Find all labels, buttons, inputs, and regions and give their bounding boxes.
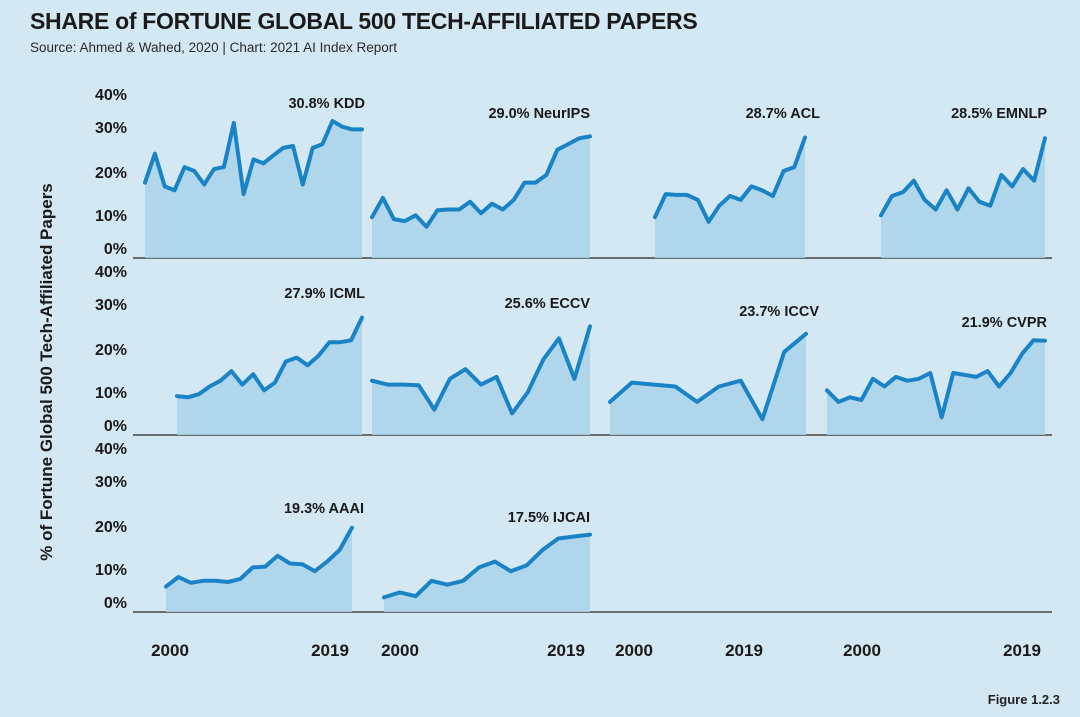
line-cvpr	[825, 338, 1047, 420]
panel-label-eccv: 25.6% ECCV	[505, 296, 591, 312]
area-icml	[177, 317, 362, 435]
panel-label-icml: 27.9% ICML	[284, 286, 365, 302]
area-cvpr	[827, 340, 1045, 435]
area-kdd	[145, 121, 362, 258]
y-tick-label: 20%	[95, 342, 127, 359]
y-tick-label: 0%	[104, 595, 127, 612]
panel-label-emnlp: 28.5% EMNLP	[951, 106, 1047, 122]
x-tick-label: 2000	[151, 641, 189, 660]
x-tick-label: 2000	[381, 641, 419, 660]
area-eccv	[372, 326, 590, 435]
y-tick-label: 0%	[104, 241, 127, 258]
y-tick-label: 40%	[95, 264, 127, 281]
y-tick-label: 20%	[95, 519, 127, 536]
y-tick-label: 40%	[95, 441, 127, 458]
line-eccv	[370, 324, 592, 416]
panel-label-ijcai: 17.5% IJCAI	[508, 510, 590, 526]
panel-label-aaai: 19.3% AAAI	[284, 501, 364, 517]
panel-label-neurips: 29.0% NeurIPS	[488, 106, 590, 122]
line-acl	[653, 135, 807, 224]
area-aaai	[166, 527, 352, 612]
panel-label-iccv: 23.7% ICCV	[739, 304, 819, 320]
y-tick-label: 0%	[104, 418, 127, 435]
y-tick-label: 10%	[95, 208, 127, 225]
line-kdd	[143, 119, 364, 197]
y-tick-label: 30%	[95, 120, 127, 137]
chart-title: SHARE of FORTUNE GLOBAL 500 TECH-AFFILIA…	[30, 8, 698, 34]
x-tick-label: 2019	[1003, 641, 1041, 660]
panel-label-kdd: 30.8% KDD	[288, 96, 365, 112]
line-aaai	[164, 525, 354, 589]
line-neurips	[370, 134, 592, 229]
y-axis-title: % of Fortune Global 500 Tech-Affiliated …	[37, 183, 56, 561]
panel-label-cvpr: 21.9% CVPR	[962, 315, 1048, 331]
area-emnlp	[881, 138, 1045, 258]
area-ijcai	[384, 534, 590, 612]
chart-source: Source: Ahmed & Wahed, 2020 | Chart: 202…	[30, 40, 397, 55]
y-tick-label: 10%	[95, 385, 127, 402]
x-tick-label: 2019	[725, 641, 763, 660]
x-tick-label: 2000	[615, 641, 653, 660]
x-tick-label: 2000	[843, 641, 881, 660]
x-tick-label: 2019	[311, 641, 349, 660]
x-tick-label: 2019	[547, 641, 585, 660]
line-ijcai	[382, 532, 592, 600]
line-emnlp	[879, 136, 1047, 218]
figure-label: Figure 1.2.3	[987, 692, 1060, 707]
y-tick-label: 30%	[95, 297, 127, 314]
line-iccv	[608, 331, 808, 422]
line-icml	[175, 315, 364, 400]
y-tick-label: 30%	[95, 474, 127, 491]
y-tick-label: 10%	[95, 562, 127, 579]
panel-label-acl: 28.7% ACL	[746, 106, 821, 122]
y-tick-label: 40%	[95, 87, 127, 104]
y-tick-label: 20%	[95, 165, 127, 182]
